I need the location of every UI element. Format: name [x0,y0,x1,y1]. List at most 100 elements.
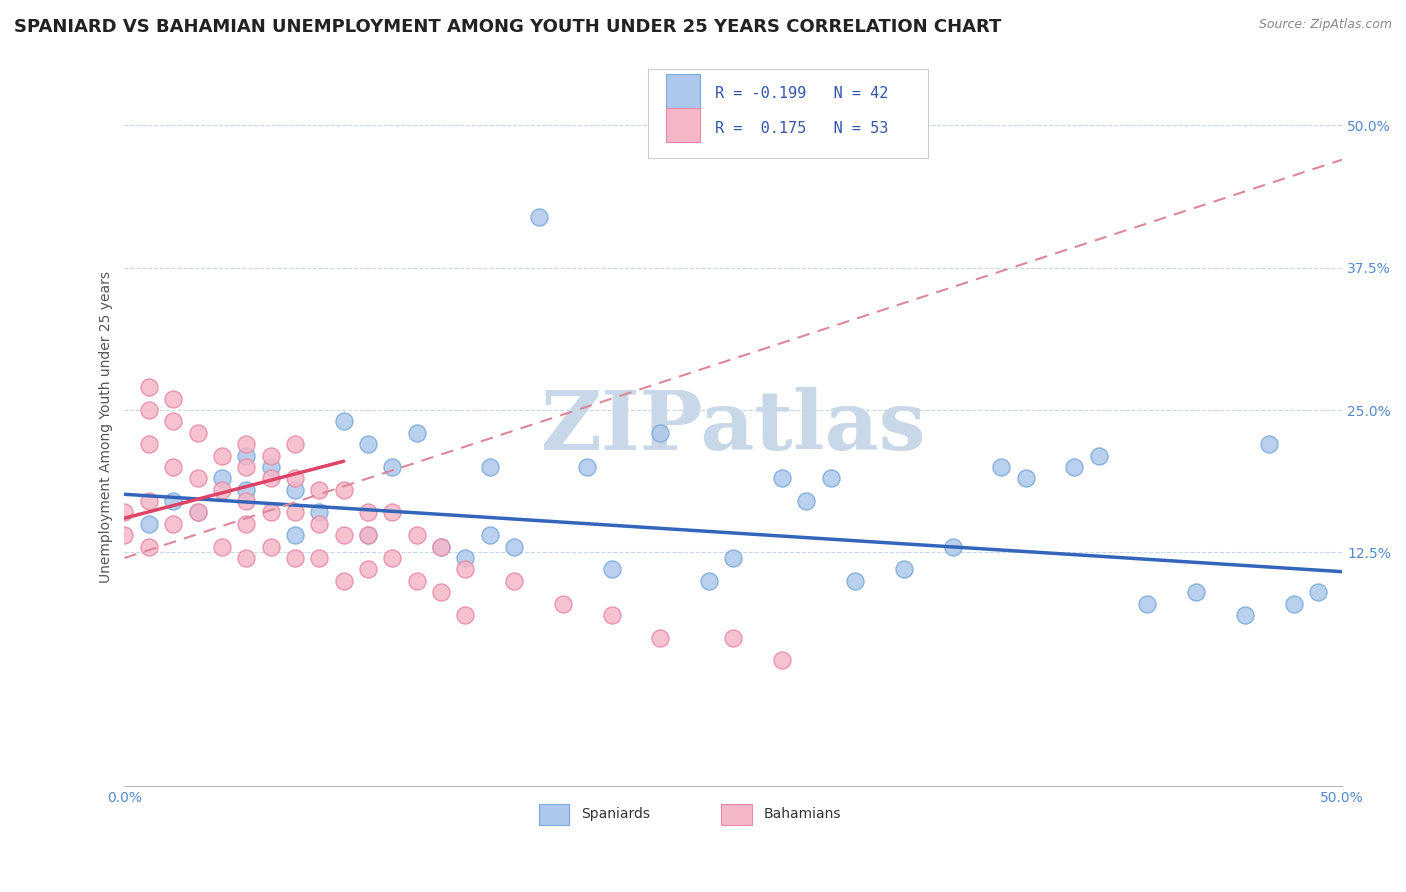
Point [942,540,965,554]
Bar [721,804,752,825]
Point [405,574,427,588]
Point [308,551,330,566]
Text: ZIPatlas: ZIPatlas [541,387,927,467]
Point [211,483,233,497]
Point [284,471,307,485]
Point [357,437,380,451]
Point [600,562,623,576]
Point [138,540,160,554]
Point [478,459,501,474]
Text: R =  0.175   N = 53: R = 0.175 N = 53 [716,120,889,136]
Point [138,437,160,451]
Point [211,449,233,463]
Point [770,653,793,667]
Point [1136,597,1159,611]
Text: R = -0.199   N = 42: R = -0.199 N = 42 [716,87,889,101]
Point [308,516,330,531]
Point [138,403,160,417]
Point [235,449,257,463]
Point [430,540,453,554]
Point [820,471,842,485]
Point [454,562,477,576]
Point [357,528,380,542]
Point [186,506,208,520]
Point [284,506,307,520]
Point [357,562,380,576]
Point [990,459,1012,474]
Y-axis label: Unemployment Among Youth under 25 years: Unemployment Among Youth under 25 years [100,271,114,583]
Point [138,516,160,531]
Point [162,516,184,531]
Point [551,597,574,611]
Point [650,425,672,440]
Point [430,585,453,599]
Point [600,607,623,622]
Text: Spaniards: Spaniards [581,807,650,822]
Point [503,540,526,554]
Point [162,494,184,508]
Point [381,459,404,474]
Point [235,483,257,497]
Point [723,631,745,645]
Point [138,380,160,394]
Point [1233,607,1256,622]
Point [405,425,427,440]
Point [308,506,330,520]
Point [284,551,307,566]
Point [357,506,380,520]
Point [357,528,380,542]
Point [235,551,257,566]
Point [430,540,453,554]
Point [284,528,307,542]
Point [235,494,257,508]
Point [576,459,599,474]
Point [796,494,818,508]
Point [114,528,136,542]
Point [235,437,257,451]
Point [259,540,281,554]
Point [1063,459,1085,474]
Point [1282,597,1305,611]
Point [454,551,477,566]
Bar [666,73,700,108]
Point [259,506,281,520]
Point [162,414,184,428]
Point [770,471,793,485]
Point [381,506,404,520]
Point [114,506,136,520]
Text: Source: ZipAtlas.com: Source: ZipAtlas.com [1258,18,1392,31]
Point [650,631,672,645]
Point [308,483,330,497]
Point [454,607,477,622]
Point [211,540,233,554]
Point [259,471,281,485]
FancyBboxPatch shape [648,69,928,158]
Point [259,449,281,463]
Point [186,425,208,440]
Point [332,528,354,542]
Point [1185,585,1208,599]
Point [332,483,354,497]
Text: SPANIARD VS BAHAMIAN UNEMPLOYMENT AMONG YOUTH UNDER 25 YEARS CORRELATION CHART: SPANIARD VS BAHAMIAN UNEMPLOYMENT AMONG … [14,18,1001,36]
Point [1306,585,1329,599]
Point [405,528,427,542]
Bar [666,108,700,143]
Point [844,574,866,588]
Point [332,574,354,588]
Point [1014,471,1036,485]
Text: Bahamians: Bahamians [763,807,841,822]
Point [138,494,160,508]
Point [723,551,745,566]
Point [235,459,257,474]
Point [527,210,550,224]
Point [259,459,281,474]
Point [162,459,184,474]
Point [332,414,354,428]
Point [893,562,915,576]
Point [284,483,307,497]
Point [211,471,233,485]
Point [478,528,501,542]
Point [162,392,184,406]
Point [186,471,208,485]
Point [1258,437,1281,451]
